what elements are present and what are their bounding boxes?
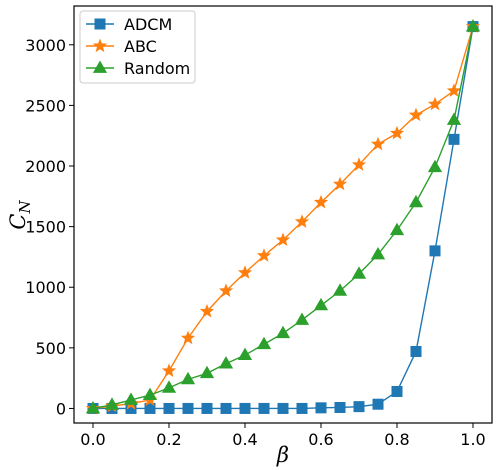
data-point-random [199, 365, 215, 379]
plot-frame [73, 5, 493, 424]
data-point-adcm [448, 133, 460, 145]
data-point-abc [351, 157, 367, 171]
data-point-adcm [220, 402, 232, 414]
x-axis: 0.0 0.2 0.4 0.6 0.8 1.0 [80, 423, 486, 449]
data-point-abc [199, 303, 215, 318]
data-point-random [256, 336, 272, 350]
data-point-random [275, 325, 291, 339]
data-point-adcm [429, 245, 441, 257]
data-point-abc [294, 214, 310, 228]
data-point-adcm [315, 402, 327, 414]
legend-marker-abc [92, 38, 108, 53]
data-point-abc [256, 248, 272, 262]
series-layer [85, 19, 481, 415]
legend-marker-random [92, 60, 108, 73]
legend-entries: ADCM ABC Random [86, 15, 190, 78]
data-point-random [161, 380, 177, 393]
data-point-random [218, 356, 234, 369]
data-point-random [123, 392, 139, 405]
data-point-abc [180, 330, 196, 345]
x-tick-label: 0.6 [308, 430, 333, 449]
data-point-adcm [182, 402, 194, 414]
y-tick-label: 2500 [25, 96, 66, 115]
legend-box [79, 10, 196, 84]
data-point-adcm [410, 345, 422, 357]
data-point-random [180, 371, 196, 385]
y-tick-label: 3000 [25, 36, 66, 55]
data-point-random [332, 283, 348, 296]
y-tick-label: 1000 [25, 278, 66, 297]
data-point-adcm [239, 402, 251, 414]
data-point-random [408, 194, 424, 208]
y-tick-label: 0 [56, 399, 66, 418]
legend: ADCM ABC Random [79, 10, 196, 84]
data-point-adcm [144, 402, 156, 414]
data-point-adcm [296, 402, 308, 414]
legend-marker-adcm [94, 18, 106, 30]
data-point-abc [332, 176, 348, 191]
data-point-adcm [277, 402, 289, 414]
series-random [85, 19, 481, 414]
data-point-random [370, 247, 386, 260]
data-point-adcm [334, 401, 346, 413]
data-point-random [294, 312, 310, 325]
x-tick-label: 0.0 [80, 430, 105, 449]
y-tick-label: 500 [35, 339, 66, 358]
y-axis: 0 500 1000 1500 2000 2500 3000 [25, 36, 74, 418]
data-point-random [389, 222, 405, 236]
y-axis-label-subscript: N [16, 200, 34, 215]
data-point-abc [408, 107, 424, 122]
x-tick-label: 0.8 [384, 430, 409, 449]
y-axis-label-main: C [6, 214, 30, 230]
x-tick-label: 0.4 [232, 430, 257, 449]
y-axis-label: CN [6, 200, 34, 230]
data-point-random [351, 266, 367, 279]
data-point-adcm [125, 402, 137, 414]
x-tick-label: 1.0 [460, 430, 485, 449]
data-point-abc [313, 194, 329, 209]
data-point-abc [370, 136, 386, 151]
y-tick-label: 1500 [25, 218, 66, 237]
data-point-abc [161, 363, 177, 377]
legend-label: Random [124, 59, 190, 78]
data-point-abc [237, 265, 253, 279]
x-axis-label: β [276, 443, 289, 467]
data-point-random [313, 297, 329, 311]
data-point-abc [446, 83, 462, 97]
data-point-adcm [163, 402, 175, 414]
data-point-random [427, 159, 443, 173]
data-point-adcm [391, 385, 403, 397]
x-tick-label: 0.2 [156, 430, 181, 449]
data-point-random [237, 347, 253, 360]
data-point-random [142, 387, 158, 400]
data-point-abc [275, 232, 291, 247]
legend-label: ABC [124, 37, 157, 56]
data-point-abc [427, 96, 443, 111]
series-abc [85, 19, 481, 415]
data-point-adcm [258, 402, 270, 414]
legend-label: ADCM [124, 15, 172, 34]
data-point-adcm [201, 402, 213, 414]
data-point-adcm [372, 398, 384, 410]
data-point-abc [389, 125, 405, 140]
data-point-adcm [353, 401, 365, 413]
data-point-random [104, 397, 120, 410]
data-point-random [465, 19, 481, 32]
y-tick-label: 2000 [25, 157, 66, 176]
data-point-random [85, 400, 101, 414]
data-point-random [446, 112, 462, 125]
data-point-abc [218, 283, 234, 297]
